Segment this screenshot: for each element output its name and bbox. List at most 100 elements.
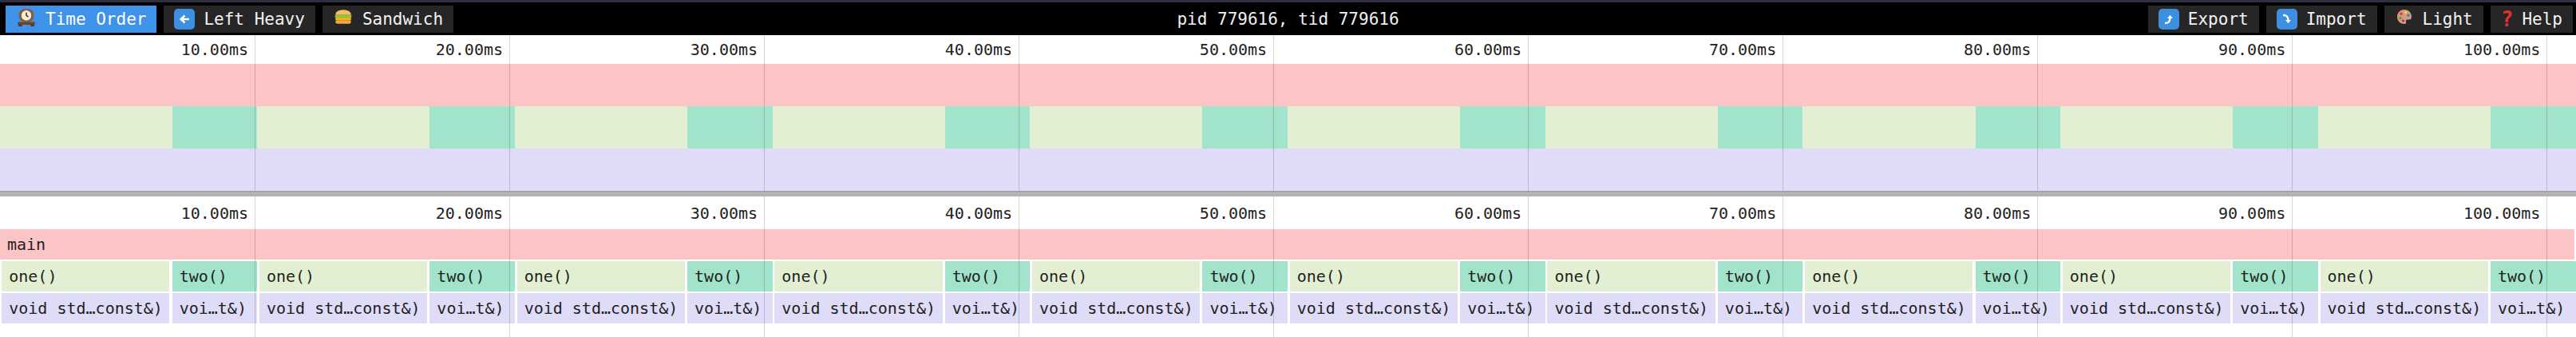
gridline — [764, 35, 765, 191]
minimap-two-block — [1202, 106, 1288, 149]
tab-label: Time Order — [46, 10, 146, 29]
button-label: Help — [2522, 10, 2562, 29]
tab-left-heavy[interactable]: Left Heavy — [164, 6, 315, 33]
frame-one[interactable]: one() — [774, 261, 942, 291]
frame-two[interactable]: two() — [1976, 261, 2061, 291]
minimap-band-level2 — [0, 149, 2576, 191]
export-icon — [2159, 9, 2179, 30]
minimap-two-block — [945, 106, 1031, 149]
frame-child[interactable]: voi…t&) — [687, 293, 773, 323]
frame-one[interactable]: one() — [1805, 261, 1973, 291]
tick-label: 100.00ms — [2411, 196, 2540, 228]
gridline — [2546, 35, 2547, 191]
frame-two[interactable]: two() — [2233, 261, 2318, 291]
frame-one[interactable]: one() — [2, 261, 169, 291]
frame-one[interactable]: one() — [1032, 261, 1200, 291]
topbar-actions: Export Import — [2148, 6, 2573, 33]
frame-child[interactable]: voi…t&) — [945, 293, 1031, 323]
tick-label: 30.00ms — [628, 196, 758, 228]
flamechart[interactable]: 10.00ms20.00ms30.00ms40.00ms50.00ms60.00… — [0, 196, 2576, 337]
frame-two[interactable]: two() — [1202, 261, 1288, 291]
minimap[interactable]: 10.00ms20.00ms30.00ms40.00ms50.00ms60.00… — [0, 35, 2576, 191]
minimap-two-block — [1460, 106, 1545, 149]
frame-child[interactable]: voi…t&) — [1202, 293, 1288, 323]
frame-child[interactable]: voi…t&) — [2491, 293, 2576, 323]
frame-two[interactable]: two() — [687, 261, 773, 291]
tick-label: 20.00ms — [374, 196, 503, 228]
tick-label: 10.00ms — [119, 196, 248, 228]
gridline — [2037, 196, 2038, 337]
frame-one[interactable]: one() — [2063, 261, 2230, 291]
frame-child[interactable]: voi…t&) — [172, 293, 258, 323]
tab-sandwich[interactable]: Sandwich — [322, 6, 453, 33]
minimap-two-block — [429, 106, 515, 149]
frame-child[interactable]: void std…const&) — [774, 293, 942, 323]
gridline — [2292, 196, 2293, 337]
frame-child[interactable]: void std…const&) — [259, 293, 427, 323]
minimap-band-level1 — [0, 106, 2576, 149]
left-arrow-icon — [174, 9, 195, 30]
frame-two[interactable]: two() — [945, 261, 1031, 291]
frame-one[interactable]: one() — [259, 261, 427, 291]
gridline — [2546, 196, 2547, 337]
frame-child[interactable]: void std…const&) — [1805, 293, 1973, 323]
palette-icon — [2395, 7, 2414, 30]
question-icon: ? — [2501, 9, 2514, 30]
help-button[interactable]: ? Help — [2491, 6, 2573, 33]
minimap-band-main — [0, 64, 2576, 106]
frame-one[interactable]: one() — [517, 261, 685, 291]
tick-label: 10.00ms — [119, 35, 248, 64]
tab-label: Left Heavy — [204, 10, 304, 29]
tick-label: 40.00ms — [883, 35, 1012, 64]
frame-two[interactable]: two() — [1460, 261, 1545, 291]
frame-child[interactable]: void std…const&) — [2063, 293, 2230, 323]
tick-label: 30.00ms — [628, 35, 758, 64]
frame-child[interactable]: void std…const&) — [517, 293, 685, 323]
button-label: Import — [2306, 10, 2367, 29]
minimap-two-block — [2233, 106, 2318, 149]
frame-two[interactable]: two() — [429, 261, 515, 291]
view-tabs: Time Order Left Heavy — [6, 6, 453, 33]
tick-label: 70.00ms — [1647, 35, 1776, 64]
minimap-two-block — [1976, 106, 2061, 149]
theme-toggle-button[interactable]: Light — [2384, 6, 2483, 33]
frame-child[interactable]: voi…t&) — [1460, 293, 1545, 323]
tick-label: 80.00ms — [1901, 196, 2031, 228]
frame-two[interactable]: two() — [1718, 261, 1803, 291]
frame-two[interactable]: two() — [172, 261, 258, 291]
speedscope-app: Time Order Left Heavy — [0, 0, 2576, 337]
frame-child[interactable]: void std…const&) — [1032, 293, 1200, 323]
import-button[interactable]: Import — [2266, 6, 2377, 33]
frame-child[interactable]: voi…t&) — [1976, 293, 2061, 323]
tick-label: 50.00ms — [1138, 196, 1267, 228]
frame-child[interactable]: voi…t&) — [1718, 293, 1803, 323]
tick-label: 70.00ms — [1647, 196, 1776, 228]
frame-main[interactable]: main — [0, 229, 2574, 260]
gridline — [1528, 196, 1529, 337]
frame-one[interactable]: one() — [1290, 261, 1458, 291]
frame-child[interactable]: voi…t&) — [429, 293, 515, 323]
clock-icon — [16, 6, 37, 31]
frame-one[interactable]: one() — [2321, 261, 2488, 291]
tick-label: 50.00ms — [1138, 35, 1267, 64]
tick-label: 20.00ms — [374, 35, 503, 64]
minimap-two-block — [172, 106, 258, 149]
import-icon — [2277, 9, 2297, 30]
frame-one[interactable]: one() — [1547, 261, 1715, 291]
tick-label: 90.00ms — [2156, 196, 2285, 228]
frame-child[interactable]: void std…const&) — [1547, 293, 1715, 323]
minimap-ruler: 10.00ms20.00ms30.00ms40.00ms50.00ms60.00… — [0, 35, 2576, 64]
topbar: Time Order Left Heavy — [0, 0, 2576, 35]
tab-time-order[interactable]: Time Order — [6, 6, 156, 33]
tick-label: 80.00ms — [1901, 35, 2031, 64]
frame-two[interactable]: two() — [2491, 261, 2576, 291]
frame-child[interactable]: voi…t&) — [2233, 293, 2318, 323]
frame-child[interactable]: void std…const&) — [2, 293, 169, 323]
button-label: Export — [2188, 10, 2249, 29]
frame-child[interactable]: void std…const&) — [2321, 293, 2488, 323]
minimap-two-block — [2491, 106, 2576, 149]
export-button[interactable]: Export — [2148, 6, 2259, 33]
tick-label: 60.00ms — [1392, 196, 1521, 228]
flamechart-ruler: 10.00ms20.00ms30.00ms40.00ms50.00ms60.00… — [0, 196, 2576, 228]
frame-child[interactable]: void std…const&) — [1290, 293, 1458, 323]
